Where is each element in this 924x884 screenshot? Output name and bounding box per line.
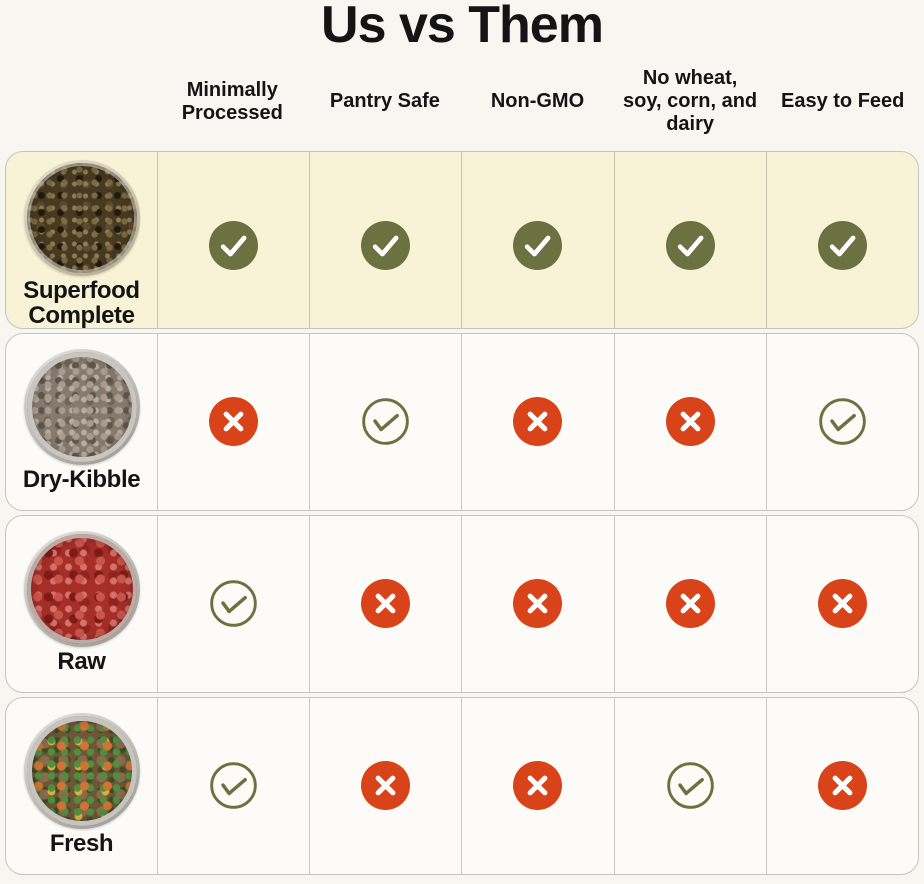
check-outline-icon — [362, 398, 410, 445]
mark-cell — [157, 515, 309, 692]
mark-cell — [157, 697, 309, 874]
mark-cell — [613, 697, 766, 874]
row-label-cell: Raw — [6, 516, 157, 692]
column-header-row: Minimally Processed Pantry Safe Non-GMO … — [5, 53, 919, 151]
mark-cell — [461, 151, 613, 328]
check-filled-icon — [209, 220, 259, 270]
mark-cell — [157, 151, 309, 328]
check-filled-icon — [665, 220, 715, 270]
column-header-no-wheat-soy-corn-dairy: No wheat, soy, corn, and dairy — [623, 67, 758, 135]
cross-icon — [665, 579, 715, 629]
mark-cell — [461, 333, 613, 510]
row-label: Fresh — [49, 829, 114, 857]
cross-icon — [513, 397, 563, 447]
mark-cell — [461, 515, 613, 692]
comparison-table: Superfood Complete Dry-Kibble — [5, 150, 919, 875]
cross-icon — [817, 579, 867, 629]
mark-cell — [765, 151, 918, 328]
cross-icon — [513, 761, 563, 811]
check-outline-icon — [666, 762, 714, 809]
check-outline-icon — [210, 580, 257, 627]
mark-cell — [157, 333, 309, 510]
check-filled-icon — [817, 220, 867, 270]
column-header-minimally-processed: Minimally Processed — [181, 78, 283, 124]
column-header-easy-to-feed: Easy to Feed — [781, 90, 905, 113]
cross-icon — [361, 761, 411, 811]
dry-kibble-bowl-image — [23, 348, 140, 465]
superfood-complete-bowl-image — [23, 159, 140, 276]
raw-bowl-image — [23, 530, 140, 647]
row-label-cell: Superfood Complete — [6, 152, 157, 329]
check-filled-icon — [513, 220, 563, 270]
cross-icon — [665, 397, 715, 447]
row-label: Raw — [57, 647, 106, 675]
mark-cell — [613, 151, 766, 328]
mark-cell — [461, 697, 613, 874]
mark-cell — [765, 697, 918, 874]
mark-cell — [309, 515, 461, 692]
cross-icon — [817, 761, 867, 811]
row-label-cell: Fresh — [6, 698, 157, 874]
row-label: Dry-Kibble — [22, 465, 141, 493]
check-outline-icon — [210, 762, 257, 809]
cross-icon — [209, 397, 259, 447]
table-row-superfood-complete: Superfood Complete — [5, 150, 919, 329]
fresh-bowl-image — [23, 712, 140, 829]
check-outline-icon — [819, 398, 866, 445]
column-header-pantry-safe: Pantry Safe — [329, 90, 440, 113]
mark-cell — [765, 333, 918, 510]
cross-icon — [513, 579, 563, 629]
mark-cell — [309, 697, 461, 874]
mark-cell — [765, 515, 918, 692]
mark-cell — [309, 333, 461, 510]
table-row-fresh: Fresh — [5, 696, 919, 875]
row-label-cell: Dry-Kibble — [6, 334, 157, 510]
check-filled-icon — [361, 220, 411, 270]
page-title: Us vs Them — [321, 0, 604, 54]
row-label: Superfood Complete — [23, 276, 140, 329]
mark-cell — [613, 515, 766, 692]
mark-cell — [613, 333, 766, 510]
table-row-dry-kibble: Dry-Kibble — [5, 332, 919, 511]
mark-cell — [309, 151, 461, 328]
column-header-non-gmo: Non-GMO — [490, 90, 585, 113]
table-row-raw: Raw — [5, 514, 919, 693]
cross-icon — [361, 579, 411, 629]
